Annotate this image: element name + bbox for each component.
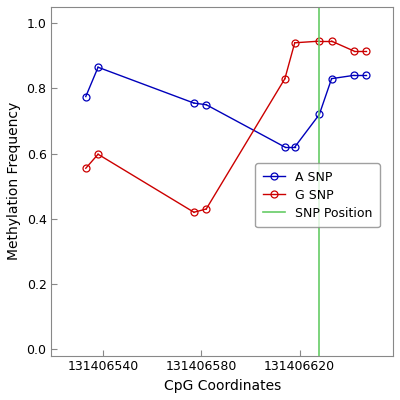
- Legend: A SNP, G SNP, SNP Position: A SNP, G SNP, SNP Position: [255, 163, 380, 227]
- Line: G SNP: G SNP: [82, 151, 102, 172]
- G SNP: [96, 152, 100, 157]
- X-axis label: CpG Coordinates: CpG Coordinates: [164, 379, 281, 393]
- Y-axis label: Methylation Frequency: Methylation Frequency: [7, 102, 21, 260]
- A SNP: [96, 65, 100, 70]
- Line: A SNP: A SNP: [82, 64, 102, 100]
- G SNP: [83, 166, 88, 171]
- A SNP: [83, 94, 88, 99]
